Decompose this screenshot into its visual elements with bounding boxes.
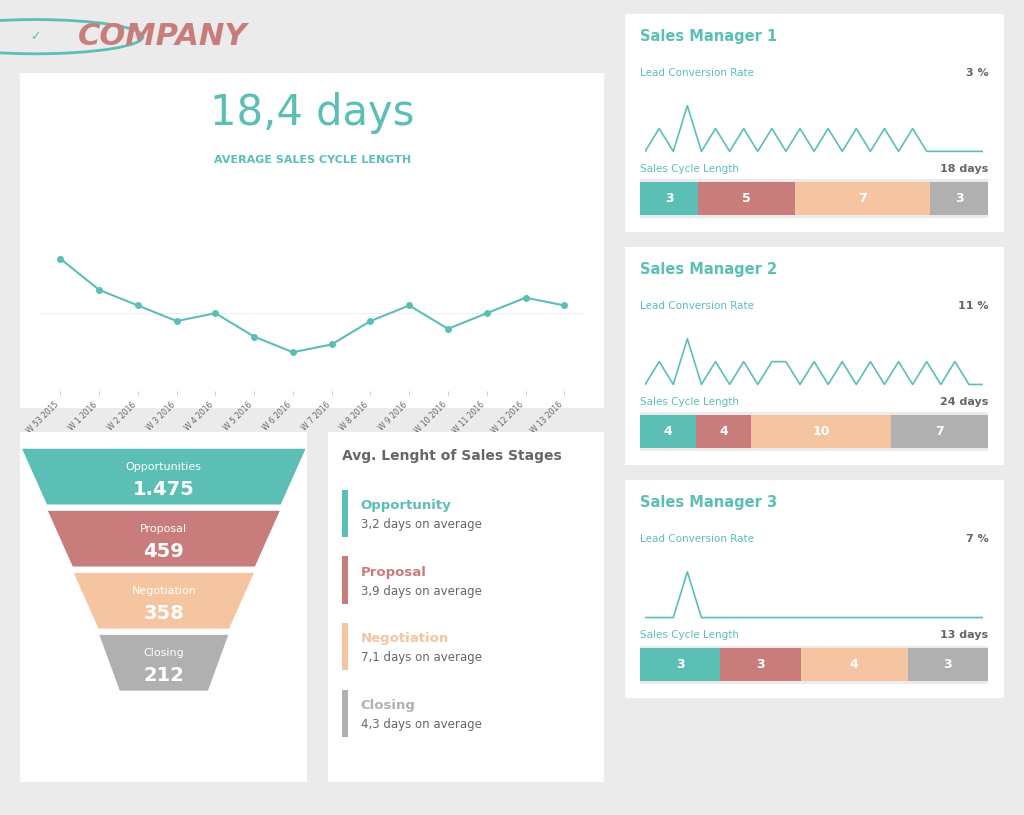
Bar bbox=[695, 416, 752, 447]
Text: Opportunity: Opportunity bbox=[360, 499, 452, 512]
Text: 24 days: 24 days bbox=[940, 397, 988, 407]
FancyBboxPatch shape bbox=[342, 689, 347, 737]
Text: 3: 3 bbox=[944, 659, 952, 672]
Text: Opportunities: Opportunities bbox=[126, 462, 202, 472]
Text: 18 days: 18 days bbox=[940, 164, 988, 174]
Text: 3,2 days on average: 3,2 days on average bbox=[360, 518, 481, 531]
Text: Closing: Closing bbox=[143, 648, 184, 658]
Text: 11 %: 11 % bbox=[957, 301, 988, 311]
Text: Sales Cycle Length: Sales Cycle Length bbox=[640, 164, 738, 174]
Text: 4: 4 bbox=[719, 425, 728, 438]
Text: 5: 5 bbox=[742, 192, 751, 205]
Polygon shape bbox=[46, 509, 282, 567]
Bar bbox=[795, 183, 930, 214]
Text: 4: 4 bbox=[664, 425, 672, 438]
Text: 13 days: 13 days bbox=[940, 630, 988, 640]
Text: 358: 358 bbox=[143, 604, 184, 623]
FancyBboxPatch shape bbox=[342, 490, 347, 537]
Text: Negotiation: Negotiation bbox=[360, 632, 450, 645]
Text: Sales Manager 3: Sales Manager 3 bbox=[640, 496, 777, 510]
Text: 3: 3 bbox=[676, 659, 684, 672]
Text: 4,3 days on average: 4,3 days on average bbox=[360, 718, 481, 731]
Text: Sales Manager 2: Sales Manager 2 bbox=[640, 262, 777, 277]
Text: Lead Conversion Rate: Lead Conversion Rate bbox=[640, 68, 754, 77]
Bar bbox=[640, 183, 698, 214]
Text: 3: 3 bbox=[665, 192, 674, 205]
Polygon shape bbox=[72, 572, 256, 630]
Polygon shape bbox=[98, 634, 229, 692]
Text: Lead Conversion Rate: Lead Conversion Rate bbox=[640, 534, 754, 544]
Bar bbox=[640, 649, 720, 681]
Polygon shape bbox=[20, 447, 307, 505]
FancyBboxPatch shape bbox=[342, 623, 347, 670]
Text: COMPANY: COMPANY bbox=[78, 22, 248, 51]
Text: Proposal: Proposal bbox=[360, 566, 427, 579]
Bar bbox=[908, 649, 988, 681]
Text: Sales Cycle Length: Sales Cycle Length bbox=[640, 630, 738, 640]
Bar bbox=[891, 416, 988, 447]
Text: 3 %: 3 % bbox=[966, 68, 988, 77]
Text: 7 %: 7 % bbox=[966, 534, 988, 544]
Text: 459: 459 bbox=[143, 542, 184, 561]
Text: Sales Funnel: Sales Funnel bbox=[104, 450, 223, 468]
Text: 4: 4 bbox=[850, 659, 859, 672]
Text: 1.475: 1.475 bbox=[133, 480, 195, 499]
Text: 18,4 days: 18,4 days bbox=[210, 92, 415, 134]
Text: Proposal: Proposal bbox=[140, 524, 187, 534]
Text: 7,1 days on average: 7,1 days on average bbox=[360, 651, 482, 664]
Bar bbox=[720, 649, 801, 681]
Text: ✓: ✓ bbox=[30, 30, 41, 43]
Text: 10: 10 bbox=[812, 425, 829, 438]
Bar bbox=[698, 183, 795, 214]
Bar bbox=[930, 183, 988, 214]
Text: Sales Cycle Length: Sales Cycle Length bbox=[640, 397, 738, 407]
Bar bbox=[752, 416, 891, 447]
Text: 7: 7 bbox=[858, 192, 866, 205]
Text: 3,9 days on average: 3,9 days on average bbox=[360, 585, 481, 598]
Bar bbox=[640, 416, 695, 447]
Text: 3: 3 bbox=[954, 192, 964, 205]
Text: Negotiation: Negotiation bbox=[131, 586, 197, 596]
Bar bbox=[801, 649, 908, 681]
Text: 3: 3 bbox=[756, 659, 765, 672]
Text: Avg. Lenght of Sales Stages: Avg. Lenght of Sales Stages bbox=[342, 450, 561, 464]
Text: Lead Conversion Rate: Lead Conversion Rate bbox=[640, 301, 754, 311]
Text: 7: 7 bbox=[935, 425, 944, 438]
FancyBboxPatch shape bbox=[342, 557, 347, 604]
Text: Sales Manager 1: Sales Manager 1 bbox=[640, 29, 777, 44]
Text: AVERAGE SALES CYCLE LENGTH: AVERAGE SALES CYCLE LENGTH bbox=[214, 155, 411, 165]
Text: Closing: Closing bbox=[360, 698, 416, 711]
Text: 212: 212 bbox=[143, 666, 184, 685]
